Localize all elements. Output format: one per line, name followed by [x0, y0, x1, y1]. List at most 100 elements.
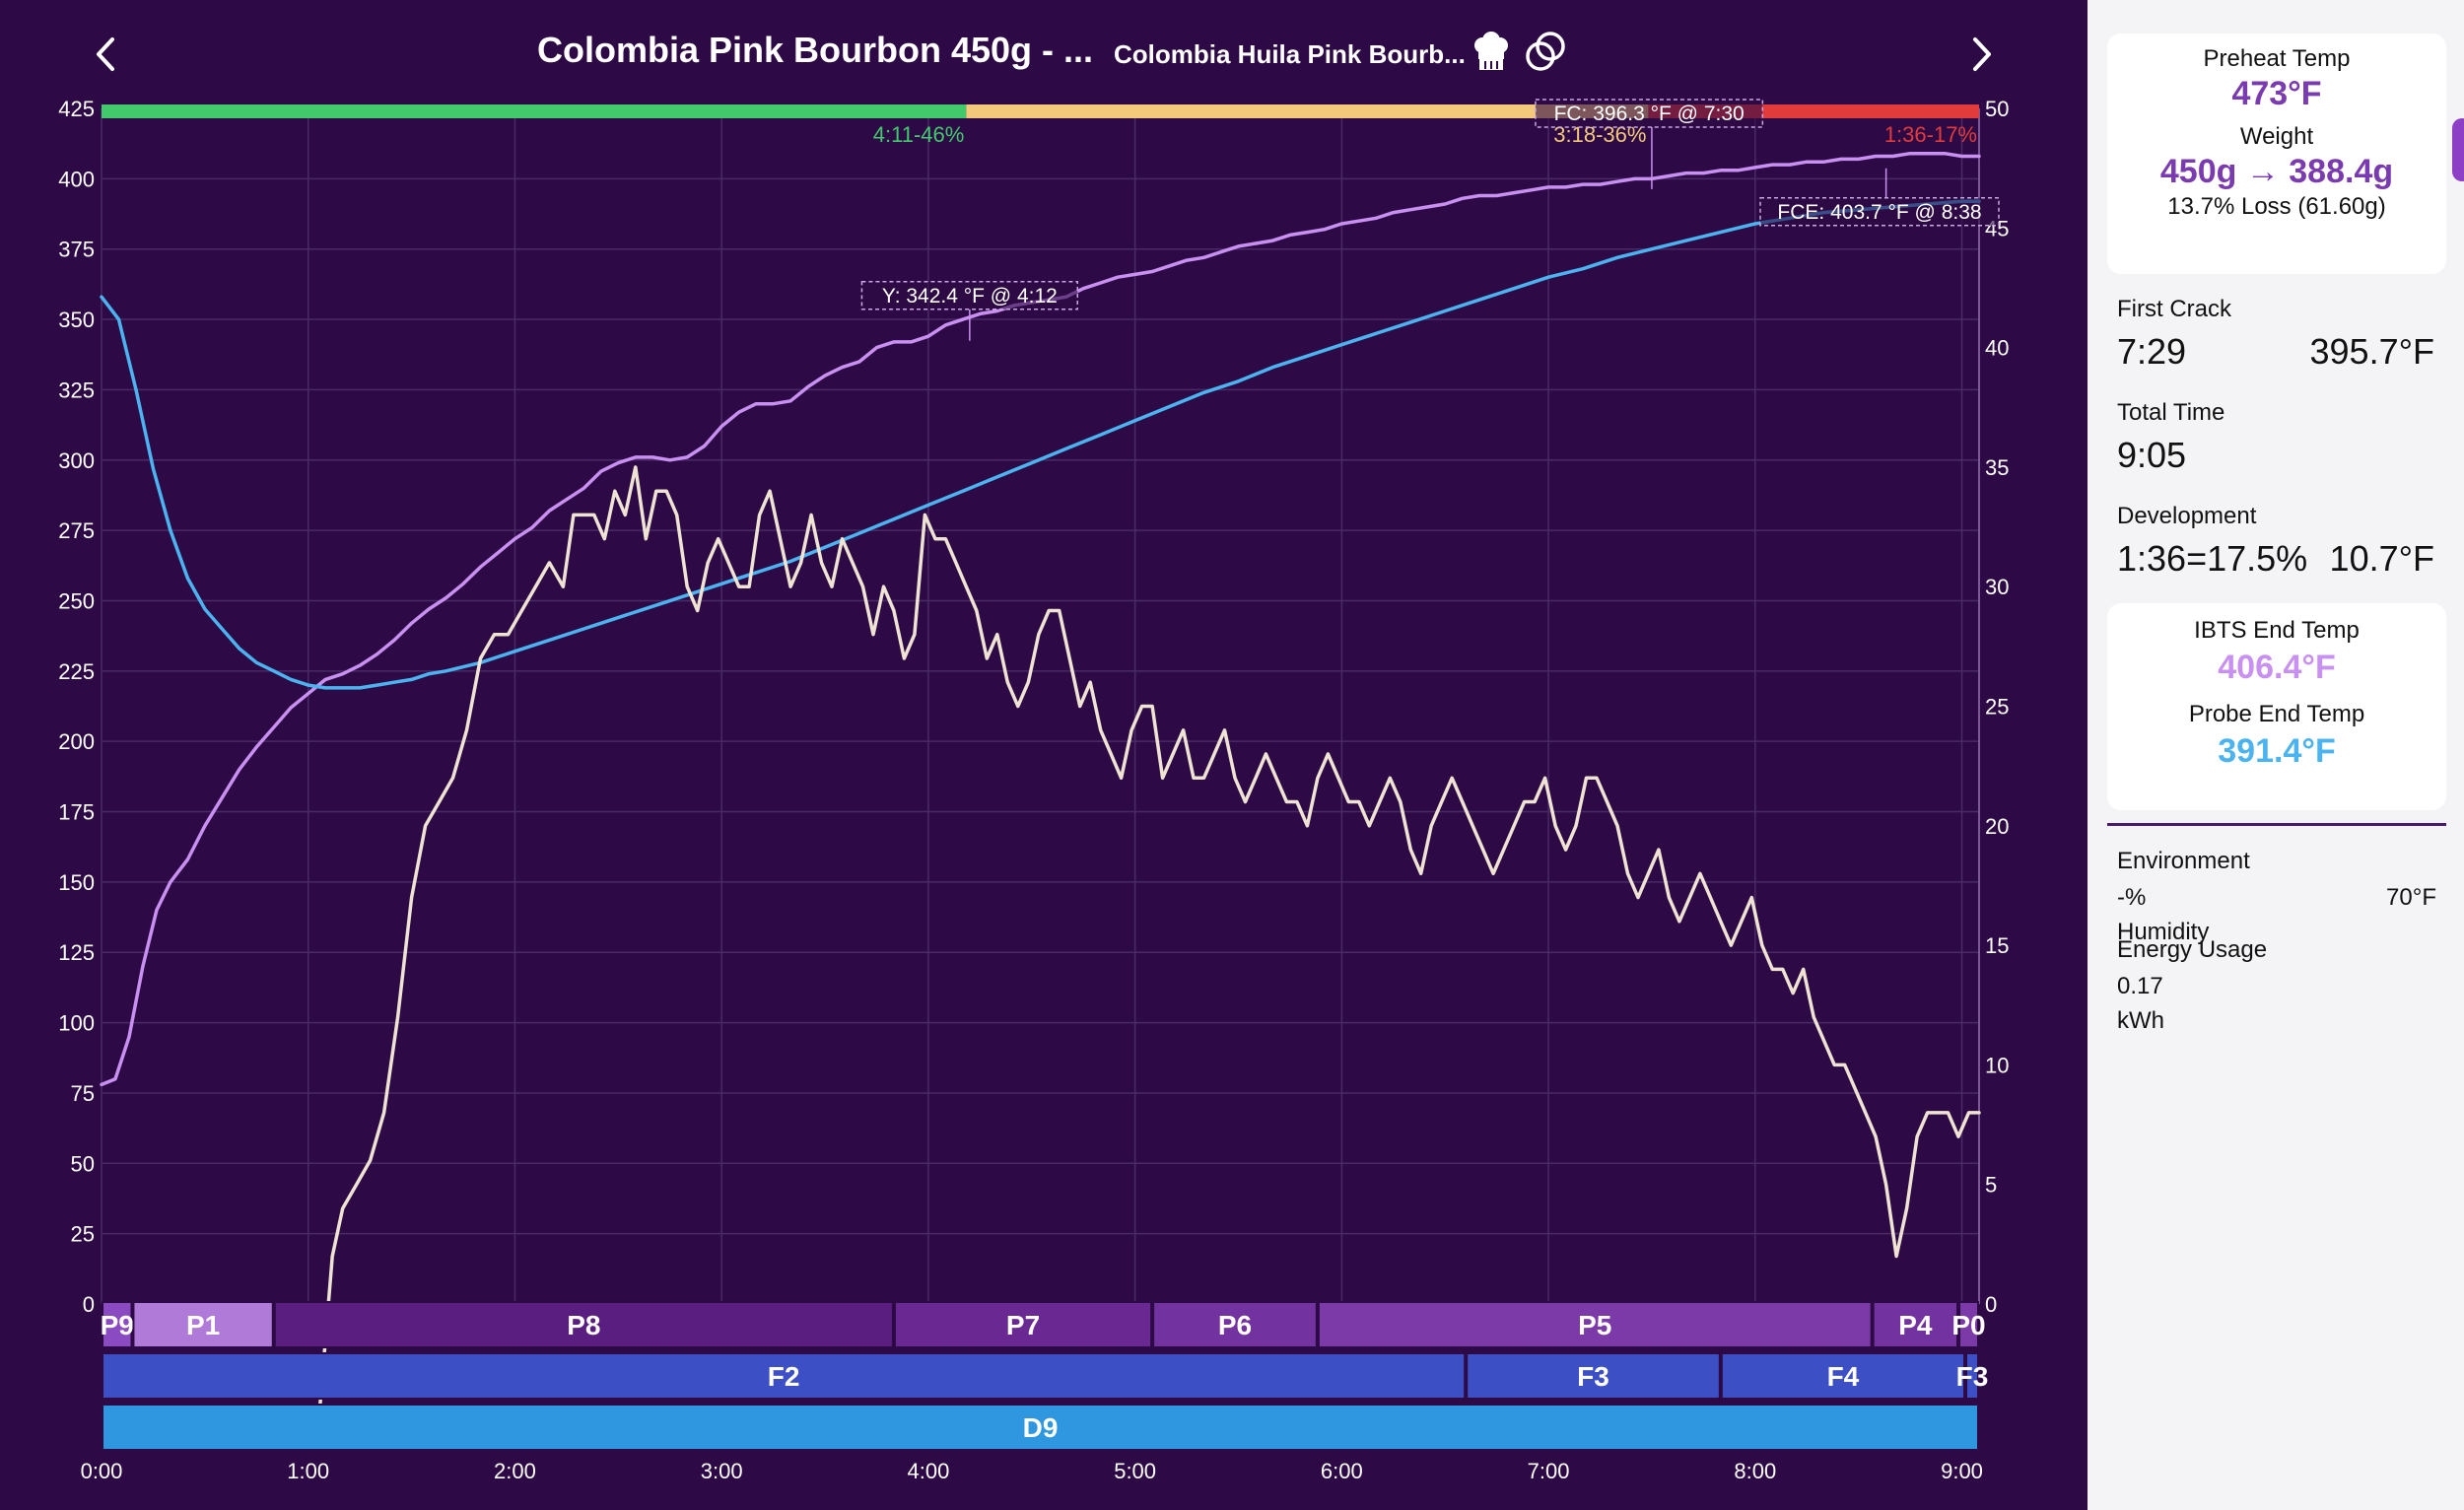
power-band	[1317, 1301, 1873, 1348]
y-left-tick-label: 100	[58, 1011, 95, 1036]
total-time-label: Total Time	[2117, 399, 2225, 426]
power-band-label: P0	[1951, 1310, 1985, 1340]
roast-chart-panel: 425 400 375 350 325 300 275 250 225 200 175 150 125 1…	[0, 0, 2088, 1483]
y-right-tick-label: 0	[1985, 1292, 1997, 1317]
preheat-label: Preheat Temp	[2203, 45, 2351, 72]
power-band	[1958, 1301, 1979, 1348]
y-left-tick-label: 200	[58, 729, 95, 754]
development-time: 1:36=17.5%	[2117, 538, 2308, 579]
y-left-tick-label: 325	[58, 378, 95, 402]
y-left-tick-label: 75	[71, 1081, 95, 1106]
y-left-tick-label: 225	[58, 659, 95, 684]
chevron-right-icon	[1973, 37, 1991, 71]
y-left-tick-label: 175	[58, 800, 95, 825]
divider	[2107, 823, 2446, 826]
power-band-label: P1	[186, 1310, 220, 1340]
power-band-label: P8	[567, 1310, 600, 1340]
y-left-tick-label: 400	[58, 167, 95, 191]
y-right-tick-label: 5	[1985, 1173, 1997, 1198]
sidebar-handle[interactable]	[2452, 118, 2464, 181]
annotation-label: FC: 396.3 °F @ 7:30	[1554, 103, 1745, 125]
header: Colombia Pink Bourbon 450g - ... Colombi…	[0, 0, 2088, 103]
y-right-tick-label: 30	[1985, 575, 2009, 599]
weight-value: 450g → 388.4g	[2159, 153, 2394, 190]
humidity-label: Humidity	[2117, 919, 2210, 945]
power-band-label: P7	[1006, 1310, 1040, 1340]
x-tick-label: 6:00	[1321, 1459, 1363, 1483]
chef-hat-icon	[1474, 32, 1508, 70]
y-right-tick-label: 25	[1985, 695, 2009, 720]
x-tick-label: 4:00	[907, 1459, 949, 1483]
series-line-ror	[316, 465, 1981, 1426]
compare-button[interactable]	[1523, 30, 1568, 75]
power-band	[132, 1301, 274, 1348]
roast-summary-sidebar: Preheat Temp 473°F Weight 450g → 388.4g …	[2088, 0, 2464, 1510]
power-band	[1872, 1301, 1959, 1348]
annotation-box	[1759, 197, 2000, 227]
y-right-tick-label: 20	[1985, 814, 2009, 839]
overlap-circles-icon	[1526, 32, 1565, 71]
y-left-tick-label: 375	[58, 238, 95, 262]
roast-title: Colombia Pink Bourbon 450g - ...	[537, 30, 1094, 70]
bean-name: Colombia Huila Pink Bourb...	[1114, 39, 1466, 69]
y-left-tick-label: 425	[58, 97, 95, 121]
y-left-tick-label: 25	[71, 1222, 95, 1247]
x-tick-label: 2:00	[494, 1459, 536, 1483]
y-left-tick-label: 125	[58, 940, 95, 965]
end-temps-card: IBTS End Temp 406.4°F Probe End Temp 391…	[2107, 603, 2446, 810]
phase-bar-segment	[102, 104, 967, 118]
humidity-value: -%	[2117, 884, 2147, 911]
phase-label: 4:11-46%	[873, 122, 965, 147]
y-left-tick-label: 150	[58, 870, 95, 895]
power-band	[893, 1301, 1153, 1348]
y-left-tick-label: 350	[58, 308, 95, 332]
chevron-left-icon	[97, 37, 114, 71]
power-band-label: P9	[101, 1310, 134, 1340]
y-left-tick-label: 50	[71, 1151, 95, 1176]
y-right-tick-label: 15	[1985, 933, 2009, 958]
y-left-tick-label: 250	[58, 588, 95, 613]
power-band	[273, 1301, 894, 1348]
y-right-tick-label: 35	[1985, 455, 2009, 480]
annotation-box	[1535, 99, 1764, 128]
fan-band	[1720, 1352, 1966, 1400]
y-left-tick-label: 0	[83, 1292, 95, 1317]
environment-label: Environment	[2117, 848, 2250, 874]
ibts-end-value: 406.4°F	[2218, 649, 2336, 686]
x-tick-label: 3:00	[701, 1459, 743, 1483]
development-label: Development	[2117, 503, 2257, 529]
y-right-tick-label: 10	[1985, 1053, 2009, 1077]
drum-band	[102, 1404, 1979, 1451]
total-time-value: 9:05	[2117, 435, 2187, 475]
x-tick-label: 7:00	[1528, 1459, 1570, 1483]
next-roast-button[interactable]	[1959, 30, 2003, 79]
y-left-tick-label: 275	[58, 518, 95, 543]
x-tick-label: 0:00	[81, 1459, 123, 1483]
development-delta: 10.7°F	[2329, 538, 2434, 579]
x-tick-label: 9:00	[1941, 1459, 1983, 1483]
fan-band-label: F3	[1577, 1361, 1609, 1392]
ibts-end-label: IBTS End Temp	[2194, 617, 2360, 644]
previous-roast-button[interactable]	[85, 30, 128, 79]
phase-bar-segment	[966, 104, 1649, 118]
fan-band	[1965, 1352, 1979, 1400]
drum-band-label: D9	[1023, 1412, 1059, 1443]
preheat-weight-card: Preheat Temp 473°F Weight 450g → 388.4g …	[2107, 34, 2446, 274]
energy-unit: kWh	[2117, 1007, 2164, 1034]
first-crack-temp: 395.7°F	[2309, 331, 2434, 372]
x-tick-label: 5:00	[1114, 1459, 1156, 1483]
probe-end-label: Probe End Temp	[2188, 701, 2365, 727]
x-tick-label: 1:00	[287, 1459, 329, 1483]
ambient-temp: 70°F	[2386, 884, 2436, 911]
energy-value: 0.17	[2117, 973, 2163, 999]
annotation-label: FCE: 403.7 °F @ 8:38	[1777, 201, 1981, 224]
power-band-label: P5	[1578, 1310, 1611, 1340]
roast-chart: 4254003753503253002752502252001751501251…	[58, 97, 2009, 1483]
first-crack-label: First Crack	[2117, 296, 2231, 322]
fan-band-label: F2	[768, 1361, 800, 1392]
y-left-tick-label: 300	[58, 448, 95, 473]
recipe-button[interactable]	[1469, 30, 1514, 75]
power-band	[1152, 1301, 1318, 1348]
power-band-label: P6	[1218, 1310, 1252, 1340]
x-tick-label: 8:00	[1734, 1459, 1776, 1483]
